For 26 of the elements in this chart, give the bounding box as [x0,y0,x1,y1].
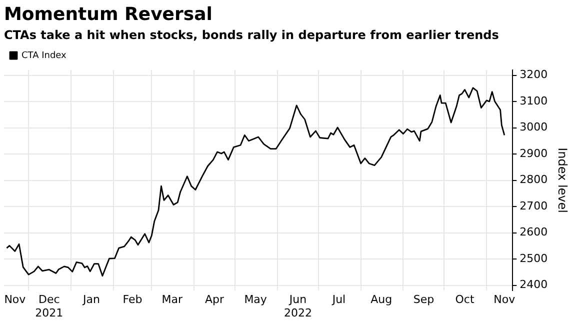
x-tick-label: Nov [494,293,516,306]
x-tick-label: Dec 2021 [35,293,64,320]
y-tick-label: 2700 [520,199,548,212]
x-tick-label: Oct [455,293,475,306]
legend-label: CTA Index [22,50,68,61]
x-tick-label: Nov [4,293,26,306]
x-tick-label: Sep [413,293,434,306]
x-tick-label: Aug [370,293,392,306]
y-tick-label: 2400 [520,278,548,292]
x-tick-label: Jul [331,293,346,306]
y-tick-label: 3000 [520,120,548,134]
x-tick-label: Jan [82,293,100,306]
y-tick-label: 2500 [520,252,548,265]
y-tick-label: 2600 [520,226,548,239]
y-tick-label: 3100 [520,94,548,108]
x-tick-label: May [244,293,268,306]
y-tick-label: 3200 [520,68,548,82]
chart-subtitle: CTAs take a hit when stocks, bonds rally in departure from earlier trends [3,27,500,44]
chart-title: Momentum Reversal [3,3,214,26]
x-tick-label: Mar [162,293,184,306]
y-tick-label: 2900 [520,146,548,160]
x-tick-label: Feb [122,293,142,306]
x-tick-label: Jun 2022 [284,293,312,320]
y-tick-label: 2800 [520,173,548,186]
x-tick-label: Apr [205,293,225,306]
y-axis-title: Index level [556,148,570,213]
